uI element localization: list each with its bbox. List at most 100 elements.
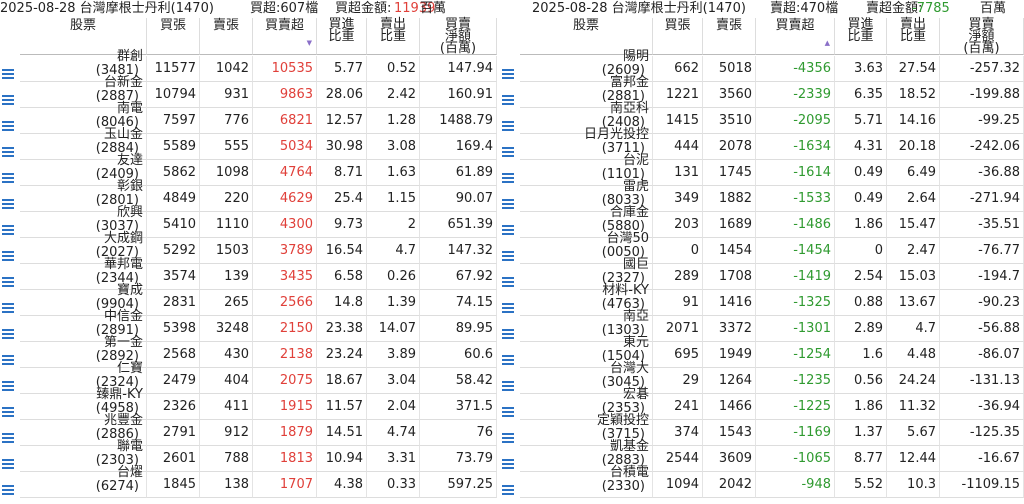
row-menu-icon[interactable] xyxy=(502,220,514,235)
row-menu-icon[interactable] xyxy=(2,142,14,157)
row-menu-icon[interactable] xyxy=(2,402,14,417)
row-menu-icon[interactable] xyxy=(2,272,14,287)
stock-cell[interactable]: 東元 (1504) xyxy=(520,336,653,368)
row-menu-icon[interactable] xyxy=(502,246,514,261)
value-cell: 2.04 xyxy=(367,394,420,420)
row-menu-icon[interactable] xyxy=(2,376,14,391)
row-menu-icon[interactable] xyxy=(2,168,14,183)
row-menu-icon[interactable] xyxy=(2,116,14,131)
column-header[interactable]: 買張 xyxy=(147,18,200,55)
stock-name: 南亞科 xyxy=(609,101,649,116)
value-cell: 4629 xyxy=(253,186,317,212)
stock-cell[interactable]: 聯電 (2303) xyxy=(20,440,147,472)
row-menu-icon[interactable] xyxy=(502,90,514,105)
row-menu-icon[interactable] xyxy=(2,246,14,261)
row-menu-icon[interactable] xyxy=(2,324,14,339)
stock-cell[interactable]: 南電 (8046) xyxy=(20,102,147,134)
value-cell: 3435 xyxy=(253,264,317,290)
column-header[interactable]: 買進 比重 xyxy=(835,18,887,55)
stock-cell[interactable]: 台新金 (2887) xyxy=(20,76,147,108)
value-cell: 4.7 xyxy=(367,238,420,264)
row-menu-icon[interactable] xyxy=(2,298,14,313)
stock-cell[interactable]: 兆豐金 (2886) xyxy=(20,414,147,446)
stock-cell[interactable]: 群創 (3481) xyxy=(20,50,147,82)
value-cell: 1466 xyxy=(703,394,756,420)
column-header[interactable]: 賣出 比重 xyxy=(887,18,940,55)
stock-cell[interactable]: 中信金 (2891) xyxy=(20,310,147,342)
value-cell: 23.38 xyxy=(317,316,367,342)
row-menu-icon[interactable] xyxy=(2,454,14,469)
title-unit: 百萬 xyxy=(420,1,447,16)
stock-cell[interactable]: 寶成 (9904) xyxy=(20,284,147,316)
row-menu-icon[interactable] xyxy=(2,428,14,443)
row-menu-icon[interactable] xyxy=(502,402,514,417)
column-header[interactable]: 股票 xyxy=(20,18,147,55)
stock-cell[interactable]: 台泥 (1101) xyxy=(520,154,653,186)
value-cell: 4.38 xyxy=(317,472,367,498)
row-menu-icon[interactable] xyxy=(2,350,14,365)
stock-cell[interactable]: 友達 (2409) xyxy=(20,154,147,186)
row-menu-icon[interactable] xyxy=(2,64,14,79)
row-menu-icon[interactable] xyxy=(502,298,514,313)
row-menu-icon[interactable] xyxy=(502,428,514,443)
row-menu-icon[interactable] xyxy=(502,168,514,183)
column-header[interactable]: 買賣 淨額 (百萬) xyxy=(420,18,497,55)
row-menu-icon[interactable] xyxy=(502,194,514,209)
stock-cell[interactable]: 合庫金 (5880) xyxy=(520,206,653,238)
stock-cell[interactable]: 華邦電 (2344) xyxy=(20,258,147,290)
stock-cell[interactable]: 臻鼎-KY (4958) xyxy=(20,388,147,420)
column-header[interactable]: 賣出 比重 xyxy=(367,18,420,55)
stock-cell[interactable]: 欣興 (3037) xyxy=(20,206,147,238)
column-header[interactable]: 股票 xyxy=(520,18,653,55)
stock-cell[interactable]: 第一金 (2892) xyxy=(20,336,147,368)
stock-cell[interactable]: 仁寶 (2324) xyxy=(20,362,147,394)
value-cell: 912 xyxy=(200,420,253,446)
column-header[interactable]: 買賣 淨額 (百萬) xyxy=(940,18,1024,55)
stock-cell[interactable]: 玉山金 (2884) xyxy=(20,128,147,160)
stock-cell[interactable]: 台灣50 (0050) xyxy=(520,232,653,264)
stock-cell[interactable]: 材料-KY (4763) xyxy=(520,284,653,316)
column-header[interactable]: 買賣超 xyxy=(756,18,835,55)
value-cell: 2.89 xyxy=(835,316,887,342)
row-menu-icon[interactable] xyxy=(2,220,14,235)
column-header[interactable]: 買進 比重 xyxy=(317,18,367,55)
row-menu-icon[interactable] xyxy=(502,480,514,495)
stock-cell[interactable]: 定穎投控 (3715) xyxy=(520,414,653,446)
row-menu-icon[interactable] xyxy=(2,194,14,209)
row-menu-icon[interactable] xyxy=(502,116,514,131)
stock-name: 南亞 xyxy=(622,309,649,324)
column-header[interactable]: 買張 xyxy=(653,18,703,55)
column-header[interactable]: 賣張 xyxy=(200,18,253,55)
stock-cell[interactable]: 彰銀 (2801) xyxy=(20,180,147,212)
column-header[interactable]: 賣張 xyxy=(703,18,756,55)
stock-cell[interactable]: 雷虎 (8033) xyxy=(520,180,653,212)
value-cell: -125.35 xyxy=(940,420,1024,446)
row-menu-icon[interactable] xyxy=(2,480,14,495)
value-cell: 2075 xyxy=(253,368,317,394)
row-menu-icon[interactable] xyxy=(502,272,514,287)
stock-cell[interactable]: 日月光投控 (3711) xyxy=(520,128,653,160)
stock-cell[interactable]: 南亞 (1303) xyxy=(520,310,653,342)
row-menu-icon[interactable] xyxy=(502,350,514,365)
stock-cell[interactable]: 富邦金 (2881) xyxy=(520,76,653,108)
stock-cell[interactable]: 國巨 (2327) xyxy=(520,258,653,290)
value-cell: -1109.15 xyxy=(940,472,1024,498)
stock-cell[interactable]: 凱基金 (2883) xyxy=(520,440,653,472)
stock-code: (5880) xyxy=(601,219,645,234)
row-menu-icon[interactable] xyxy=(502,142,514,157)
stock-cell[interactable]: 宏碁 (2353) xyxy=(520,388,653,420)
row-menu-icon[interactable] xyxy=(2,90,14,105)
stock-cell[interactable]: 台燿 (6274) xyxy=(20,466,147,498)
stock-cell[interactable]: 大成鋼 (2027) xyxy=(20,232,147,264)
value-cell: 27.54 xyxy=(887,56,940,82)
row-menu-icon[interactable] xyxy=(502,454,514,469)
row-menu-icon[interactable] xyxy=(502,324,514,339)
row-menu-icon[interactable] xyxy=(502,376,514,391)
stock-cell[interactable]: 台積電 (2330) xyxy=(520,466,653,498)
column-header[interactable]: 買賣超 xyxy=(253,18,317,55)
value-cell: 597.25 xyxy=(420,472,497,498)
stock-cell[interactable]: 南亞科 (2408) xyxy=(520,102,653,134)
row-menu-icon[interactable] xyxy=(502,64,514,79)
stock-cell[interactable]: 陽明 (2609) xyxy=(520,50,653,82)
stock-cell[interactable]: 台灣大 (3045) xyxy=(520,362,653,394)
